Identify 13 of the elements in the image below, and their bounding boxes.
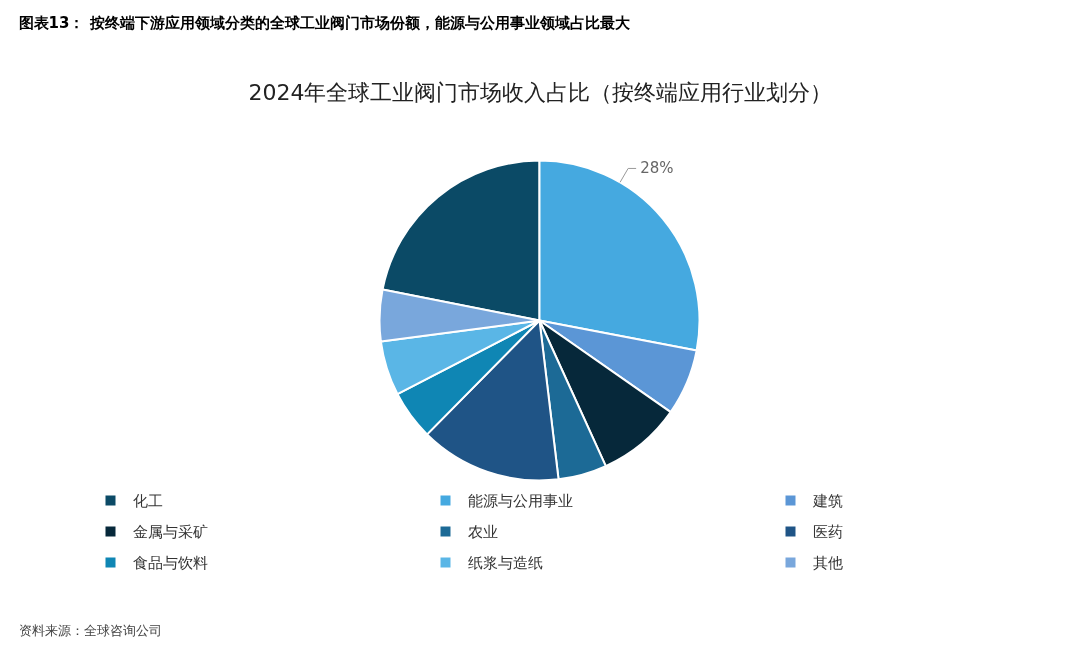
legend-label: 农业: [467, 522, 498, 541]
legend-label: 金属与采矿: [132, 522, 208, 541]
chart-subtitle: 2024年全球工业阀门市场收入占比（按终端应用行业划分）: [248, 80, 833, 105]
legend-label: 医药: [812, 522, 843, 541]
legend-label: 建筑: [811, 491, 843, 510]
legend-label: 纸浆与造纸: [467, 553, 543, 572]
text: 资料来源：全球咨询公司: [18, 623, 162, 638]
legend-label: 化工: [132, 491, 163, 510]
chart-title: 图表13： 按终端下游应用领域分类的全球工业阀门市场份额，能源与公用事业领域占比最大: [18, 13, 631, 32]
legend-label: 其他: [812, 553, 843, 572]
legend-label: 食品与饮料: [132, 553, 208, 572]
legend-label: 能源与公用事业: [467, 491, 573, 510]
data-label: 28%: [640, 159, 674, 178]
